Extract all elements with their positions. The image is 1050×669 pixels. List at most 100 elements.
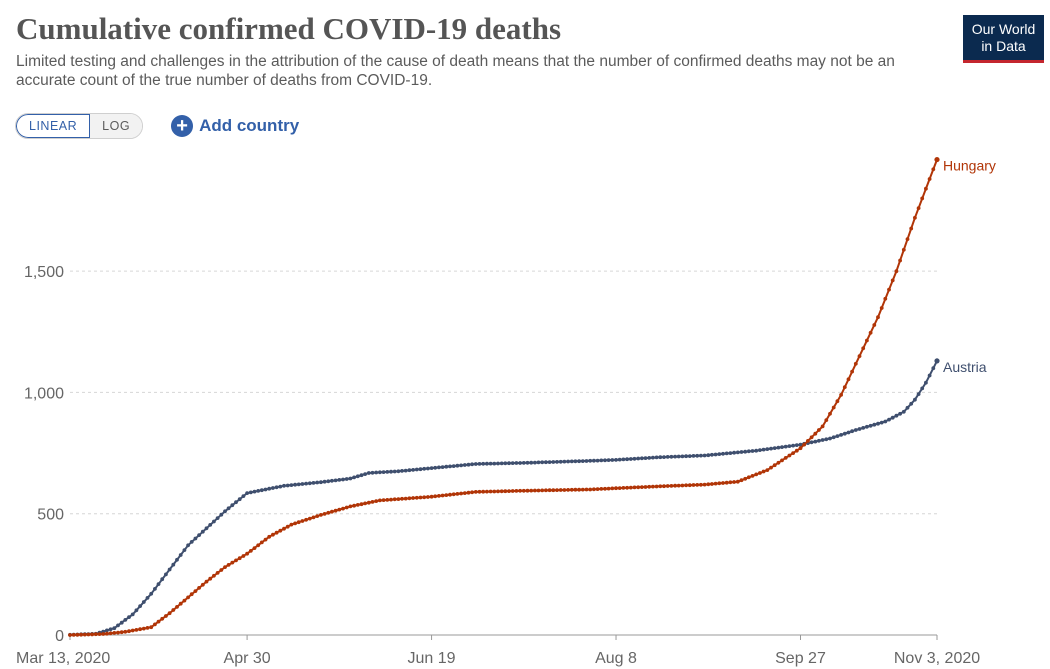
data-point <box>617 486 622 490</box>
data-point <box>798 446 803 451</box>
data-point <box>857 427 862 431</box>
data-point <box>592 458 596 463</box>
data-point <box>153 587 157 591</box>
data-point <box>621 486 626 490</box>
data-point <box>861 346 866 351</box>
data-point <box>440 465 445 469</box>
linear-button[interactable]: LINEAR <box>16 114 91 138</box>
data-point <box>850 369 854 374</box>
data-point <box>566 459 570 464</box>
data-point <box>370 470 375 475</box>
data-point <box>230 560 235 565</box>
log-button[interactable]: LOG <box>90 114 143 138</box>
data-point <box>569 459 574 464</box>
data-point <box>684 454 688 459</box>
data-point <box>422 495 427 500</box>
data-point <box>536 460 541 465</box>
data-point <box>451 464 456 468</box>
add-country-button[interactable]: + Add country <box>171 115 299 137</box>
data-point <box>90 632 94 637</box>
data-point <box>411 496 415 500</box>
data-point <box>536 488 541 493</box>
data-point <box>459 463 463 468</box>
data-point <box>389 469 393 474</box>
y-axis-tick-labels: 0 500 1,000 1,500 <box>24 264 64 645</box>
data-point <box>296 482 301 487</box>
data-point <box>352 475 356 480</box>
data-point <box>123 618 128 622</box>
data-point <box>326 510 331 515</box>
data-point <box>278 484 283 489</box>
data-point <box>492 489 497 494</box>
data-point <box>913 397 917 402</box>
data-point <box>562 459 567 464</box>
data-point <box>791 451 795 455</box>
data-point <box>359 473 364 478</box>
x-tick-label: Sep 27 <box>775 650 826 667</box>
x-tick-label: Nov 3, 2020 <box>894 650 980 667</box>
data-point <box>330 509 334 514</box>
data-point <box>315 514 320 518</box>
data-point <box>783 456 788 460</box>
data-point <box>820 438 825 442</box>
data-point <box>252 489 257 494</box>
data-point <box>839 393 843 397</box>
data-point <box>540 460 545 465</box>
data-point <box>448 464 452 469</box>
data-point <box>293 482 297 487</box>
data-point <box>68 633 72 637</box>
data-point <box>651 455 655 460</box>
data-point <box>311 515 316 520</box>
data-point <box>82 632 87 637</box>
data-point <box>924 186 928 191</box>
data-point <box>717 452 722 456</box>
data-point <box>846 377 851 382</box>
data-point <box>628 485 633 490</box>
data-point <box>363 501 367 506</box>
data-point <box>116 630 120 635</box>
data-point <box>518 461 522 465</box>
data-point <box>134 608 139 613</box>
data-point <box>208 576 213 581</box>
data-point <box>237 556 242 561</box>
data-point <box>389 497 393 502</box>
data-point <box>485 489 489 494</box>
data-point <box>713 452 718 457</box>
data-point <box>547 488 552 493</box>
data-point <box>673 454 677 459</box>
data-point <box>212 519 216 524</box>
data-point <box>887 287 891 292</box>
data-point <box>577 487 581 492</box>
data-point <box>824 437 829 442</box>
data-point <box>186 595 191 600</box>
data-point <box>569 487 574 492</box>
data-point <box>610 458 615 462</box>
data-point <box>566 488 570 492</box>
data-point <box>366 500 371 505</box>
data-point <box>175 557 179 562</box>
data-point <box>809 435 814 440</box>
data-point <box>267 534 272 539</box>
data-point <box>444 464 449 469</box>
data-point <box>108 627 113 632</box>
data-point <box>381 498 386 502</box>
data-point <box>473 462 478 466</box>
page-title: Cumulative confirmed COVID-19 deaths <box>16 11 562 46</box>
data-point <box>245 491 250 495</box>
data-point <box>920 386 925 391</box>
data-point <box>794 443 799 447</box>
data-point <box>186 543 191 548</box>
data-point <box>440 493 445 498</box>
data-point <box>204 579 209 584</box>
data-point <box>79 632 83 637</box>
data-point <box>385 498 390 502</box>
owid-logo[interactable]: Our World in Data <box>963 15 1044 63</box>
data-point <box>193 536 198 541</box>
data-point <box>518 488 522 493</box>
data-point <box>887 417 891 422</box>
data-point <box>418 495 423 500</box>
data-point <box>226 506 231 511</box>
data-point <box>577 459 581 464</box>
data-point <box>149 591 154 596</box>
